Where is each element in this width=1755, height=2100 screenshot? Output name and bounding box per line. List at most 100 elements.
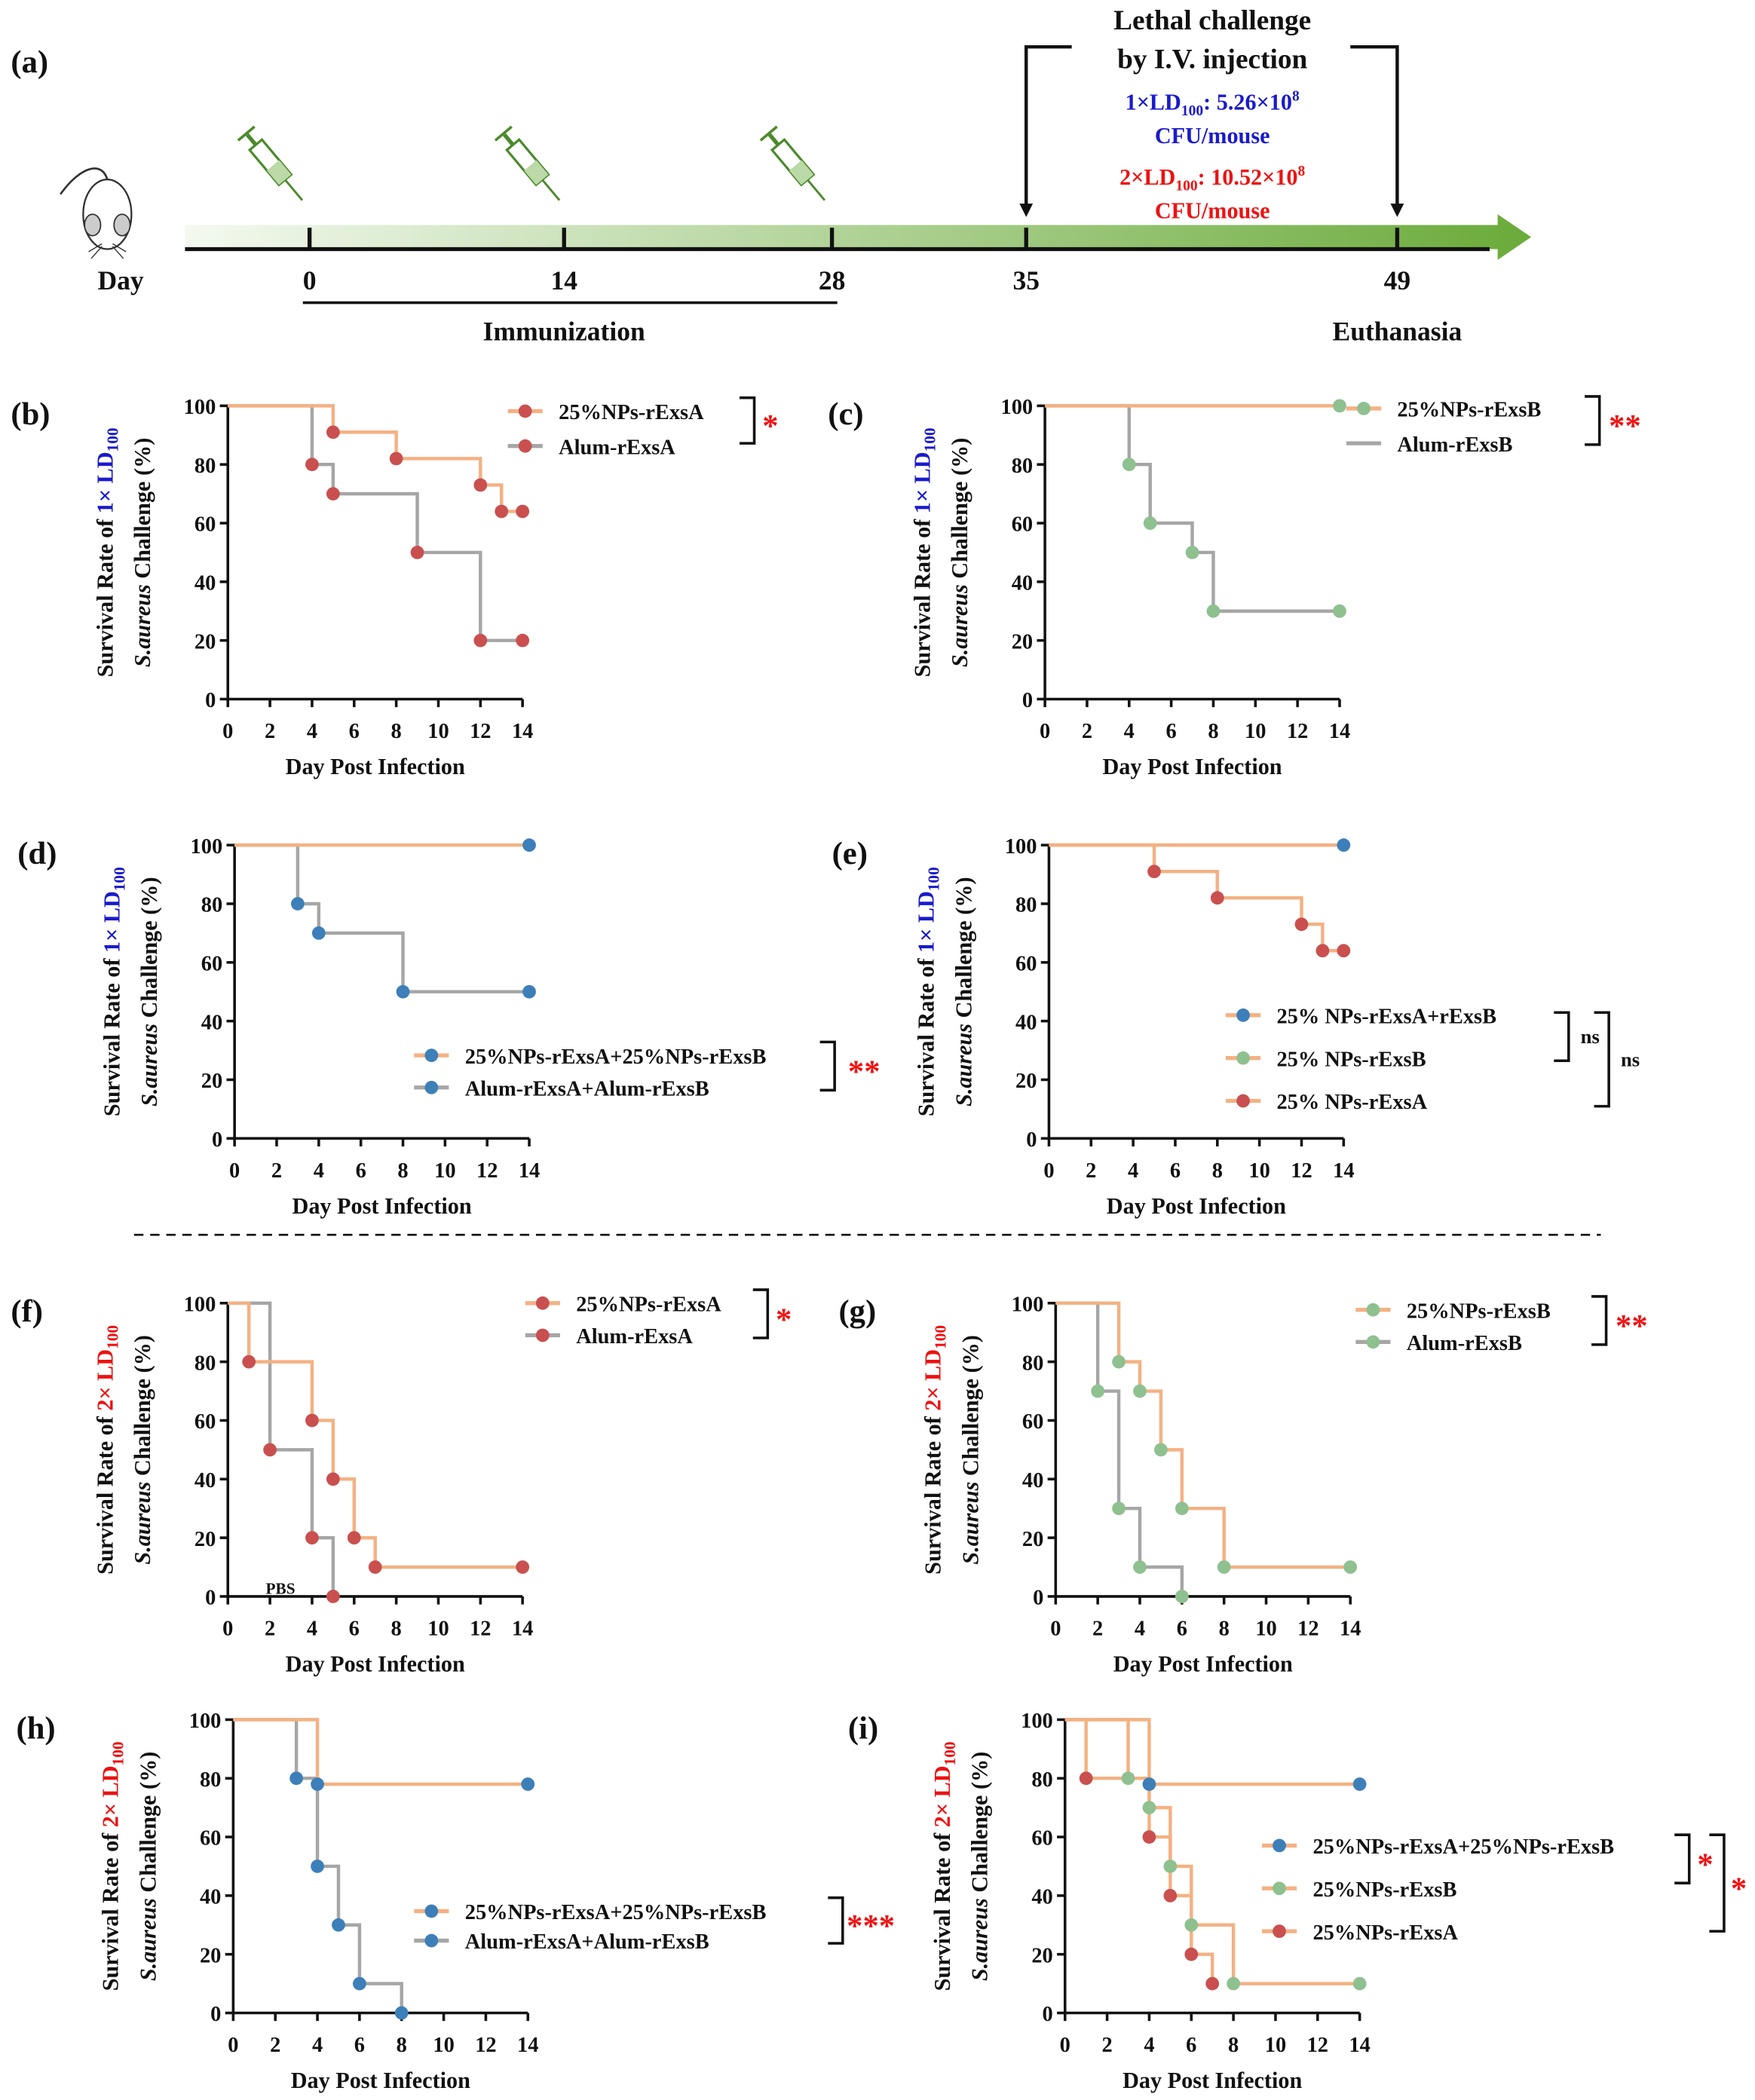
data-point: [1142, 1777, 1156, 1791]
y-tick-label: 60: [200, 1827, 221, 1851]
data-point: [1163, 1888, 1178, 1903]
syringe-icon: [237, 125, 304, 201]
x-tick-label: 12: [1287, 720, 1308, 743]
legend-label: 25% NPs-rExsA: [1276, 1091, 1427, 1114]
x-tick-label: 10: [1245, 720, 1266, 743]
y-axis-label: Survival Rate of 2× LD100: [98, 1741, 127, 1991]
data-point: [1217, 1560, 1231, 1574]
legend-label: 25%NPs-rExsB: [1407, 1299, 1551, 1323]
chart-h: (h) 0 2 4 6 8 10 12 14 0 20 40 60 80 100 Day Post Infec…: [17, 1710, 896, 2093]
x-tick-label: 10: [427, 1617, 449, 1640]
data-point: [1184, 1947, 1199, 1961]
x-tick-label: 14: [1340, 1617, 1361, 1640]
significance-bracket: [739, 396, 756, 445]
y-tick-label: 0: [205, 689, 216, 712]
y-tick-label: 60: [1031, 1827, 1052, 1851]
data-point: [1185, 546, 1199, 559]
x-axis-label: Day Post Infection: [292, 1193, 472, 1219]
legend-marker: [1236, 1008, 1250, 1022]
legend-marker: [424, 1048, 439, 1062]
y-tick-label: 80: [1022, 1352, 1043, 1375]
y-tick-label: 60: [1012, 513, 1033, 537]
x-tick-label: 10: [1265, 2034, 1286, 2057]
timeline-tick-label: 28: [819, 265, 846, 295]
data-point: [1333, 399, 1346, 413]
y-tick-label: 80: [200, 1768, 221, 1792]
data-point: [326, 1590, 340, 1603]
x-tick-label: 0: [1043, 1159, 1054, 1183]
timeline-tick-label: 35: [1012, 265, 1040, 295]
y-axis-label: Survival Rate of 1× LD100: [99, 867, 128, 1116]
y-tick-label: 100: [189, 1710, 222, 1733]
legend-label: Alum-rExsA: [559, 436, 675, 459]
y-axis-label: Survival Rate of 2× LD100: [920, 1325, 950, 1575]
x-tick-label: 0: [1050, 1617, 1061, 1640]
significance-bracket: [828, 1896, 844, 1945]
y-tick-label: 60: [1022, 1410, 1043, 1434]
y-tick-label: 60: [1015, 952, 1037, 975]
data-point: [522, 838, 536, 853]
data-point: [1315, 944, 1330, 958]
y-axis-label: S.aureus Challenge (%): [135, 1752, 161, 1981]
series-line: [1049, 843, 1344, 953]
y-tick-label: 20: [1012, 630, 1033, 654]
legend-label: Alum-rExsA+Alum-rExsB: [465, 1930, 709, 1954]
legend-label: 25% NPs-rExsB: [1276, 1048, 1426, 1071]
significance-bracket: [752, 1288, 770, 1339]
x-axis-label: Day Post Infection: [286, 754, 465, 779]
timeline-tick-label: 0: [303, 265, 317, 295]
panel-label: (g): [838, 1294, 876, 1330]
significance-label: *: [1697, 1847, 1713, 1883]
dose-unit: CFU/mouse: [1155, 123, 1270, 148]
x-tick-label: 10: [427, 720, 449, 743]
data-point: [1205, 1976, 1220, 1991]
day-label: Day: [98, 265, 144, 295]
data-point: [1091, 1384, 1105, 1398]
y-tick-label: 80: [194, 1352, 216, 1375]
data-point: [347, 1531, 361, 1544]
data-point: [396, 984, 410, 999]
y-tick-label: 60: [194, 513, 216, 537]
y-tick-label: 40: [194, 571, 216, 595]
chart-b: (b) 0 2 4 6 8 10 12 14 0 20 40 60 80 100 Day Post Infec…: [11, 396, 778, 779]
y-tick-label: 20: [1031, 1944, 1052, 1967]
data-point: [1122, 458, 1136, 472]
panel-label: (d): [17, 836, 57, 871]
y-tick-label: 100: [1012, 1293, 1044, 1316]
series-line: [233, 1718, 528, 1786]
significance-bracket: [1591, 1295, 1608, 1346]
data-point: [394, 2006, 409, 2020]
x-axis-label: Day Post Infection: [286, 1651, 465, 1676]
data-point: [291, 897, 305, 911]
data-point: [1337, 944, 1351, 958]
significance-bracket: [1554, 1011, 1570, 1062]
y-tick-label: 80: [1015, 894, 1037, 917]
data-point: [521, 1777, 535, 1791]
legend-label: Alum-rExsA: [576, 1325, 693, 1348]
y-tick-label: 20: [1022, 1528, 1043, 1551]
legend-marker: [1236, 1094, 1250, 1108]
timeline-panel: (a) 0 14 28 35 49 Day Immunization Euthanasia Let…: [11, 5, 1532, 346]
series-line: [228, 1301, 335, 1596]
series-line: [233, 1718, 403, 2013]
x-tick-label: 8: [397, 1159, 408, 1183]
x-tick-label: 6: [1170, 1159, 1181, 1183]
data-point: [1294, 917, 1309, 932]
x-tick-label: 14: [519, 1159, 540, 1183]
significance-label: ns: [1621, 1048, 1640, 1070]
timeline-tick-label: 14: [550, 265, 577, 295]
y-tick-label: 100: [184, 1293, 216, 1316]
data-point: [353, 1976, 366, 1991]
chart-g: (g) 0 2 4 6 8 10 12 14 0 20 40 60 80 100 Day Post Infec…: [838, 1293, 1647, 1676]
panel-label: (f): [11, 1294, 43, 1330]
data-point: [1147, 865, 1161, 879]
legend-marker: [535, 1296, 550, 1310]
x-tick-label: 6: [349, 720, 360, 743]
legend-label: 25%NPs-rExsA+25%NPs-rExsB: [465, 1045, 767, 1069]
x-tick-label: 8: [1219, 1617, 1230, 1640]
x-tick-label: 14: [1349, 2034, 1370, 2057]
x-tick-label: 2: [265, 720, 275, 743]
y-tick-label: 100: [1000, 396, 1033, 419]
y-axis-label: Survival Rate of 2× LD100: [930, 1741, 959, 1991]
data-point: [1143, 516, 1157, 530]
